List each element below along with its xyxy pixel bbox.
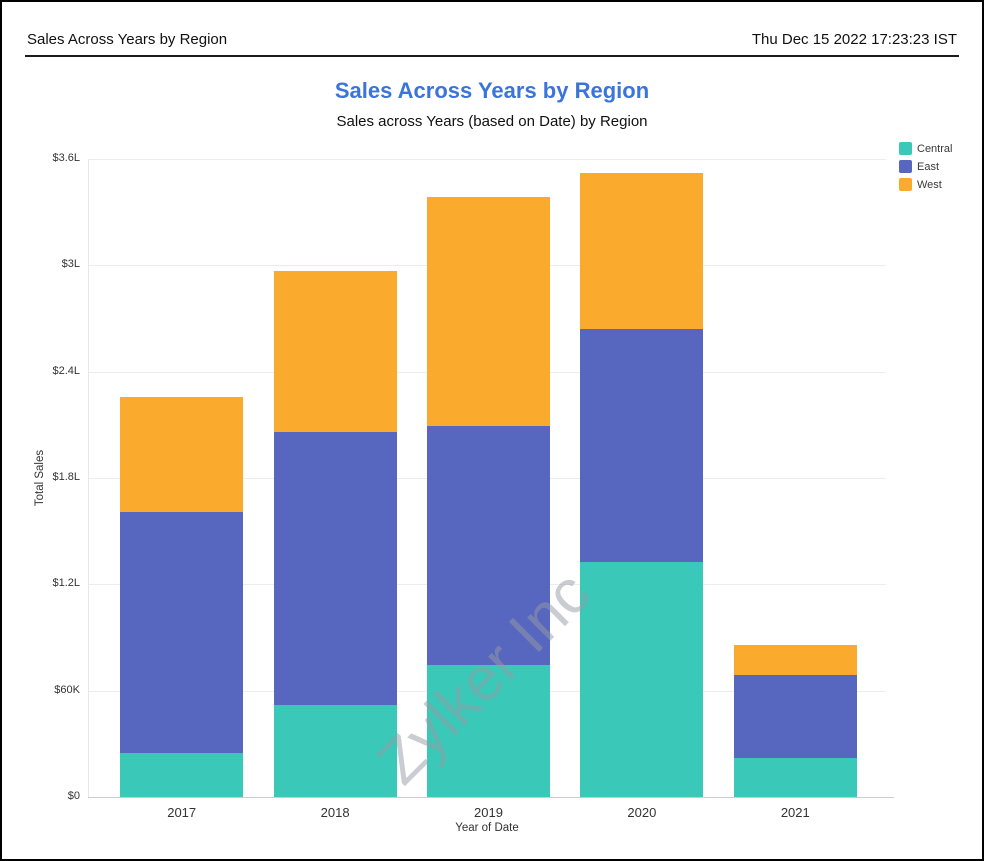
x-axis-line bbox=[88, 797, 894, 798]
y-tick-label: $60K bbox=[54, 684, 80, 696]
y-tick-label: $3L bbox=[61, 258, 80, 270]
x-tick-label: 2021 bbox=[780, 805, 810, 820]
y-tick-label: $3.6L bbox=[52, 152, 80, 164]
legend: Central East West bbox=[899, 142, 952, 196]
x-tick-label: 2020 bbox=[627, 805, 657, 820]
legend-swatch-icon bbox=[899, 142, 912, 155]
y-axis-line bbox=[88, 159, 89, 797]
bar-2019-east[interactable] bbox=[427, 425, 550, 665]
x-axis-title: Year of Date bbox=[455, 822, 519, 834]
gridline bbox=[88, 159, 886, 160]
legend-item-east[interactable]: East bbox=[899, 160, 952, 173]
bar-2021-central[interactable] bbox=[733, 758, 857, 797]
bar-2018-east[interactable] bbox=[273, 431, 397, 705]
y-tick-label: $0 bbox=[67, 790, 80, 802]
x-tick-label: 2017 bbox=[167, 805, 197, 820]
bar-2020-west[interactable] bbox=[580, 173, 704, 330]
x-tick-label: 2018 bbox=[320, 805, 350, 820]
bar-2021-west[interactable] bbox=[733, 644, 857, 675]
legend-swatch-icon bbox=[899, 160, 912, 173]
bar-2017-central[interactable] bbox=[120, 752, 244, 797]
bar-2018-central[interactable] bbox=[273, 704, 397, 797]
bar-2021-east[interactable] bbox=[733, 674, 857, 758]
report-timestamp: Thu Dec 15 2022 17:23:23 IST bbox=[751, 31, 957, 48]
bar-2019-west[interactable] bbox=[427, 197, 550, 426]
chart-title: Sales Across Years by Region bbox=[334, 78, 650, 103]
report-title: Sales Across Years by Region bbox=[27, 31, 228, 48]
bar-2018-west[interactable] bbox=[273, 270, 397, 432]
report-header: Sales Across Years by Region Thu Dec 15 … bbox=[25, 2, 959, 57]
legend-label: West bbox=[917, 178, 942, 191]
bar-2019-central[interactable] bbox=[427, 665, 550, 797]
x-tick-label: 2019 bbox=[474, 805, 503, 820]
bar-2020-central[interactable] bbox=[580, 562, 704, 797]
legend-label: East bbox=[917, 160, 940, 173]
bar-2017-east[interactable] bbox=[120, 511, 244, 753]
chart-subtitle: Sales across Years (based on Date) by Re… bbox=[336, 113, 648, 130]
legend-item-central[interactable]: Central bbox=[899, 142, 952, 155]
legend-swatch-icon bbox=[899, 178, 912, 191]
y-tick-label: $1.2L bbox=[52, 577, 80, 589]
bar-2020-east[interactable] bbox=[580, 329, 704, 563]
legend-item-west[interactable]: West bbox=[899, 178, 952, 191]
y-axis-title: Total Sales bbox=[34, 449, 46, 507]
y-tick-label: $2.4L bbox=[52, 365, 80, 377]
legend-label: Central bbox=[917, 142, 953, 155]
bar-2017-west[interactable] bbox=[120, 397, 244, 512]
y-tick-label: $1.8L bbox=[52, 471, 80, 483]
